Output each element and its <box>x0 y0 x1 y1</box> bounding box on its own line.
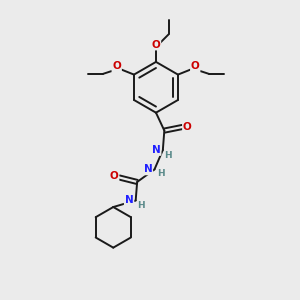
Text: N: N <box>125 196 134 206</box>
Text: H: H <box>137 201 145 210</box>
Text: H: H <box>164 151 172 160</box>
Text: O: O <box>191 61 200 71</box>
Text: O: O <box>112 61 121 71</box>
Text: N: N <box>152 145 161 155</box>
Text: O: O <box>152 40 160 50</box>
Text: O: O <box>183 122 192 132</box>
Text: H: H <box>157 169 165 178</box>
Text: O: O <box>110 171 118 181</box>
Text: N: N <box>143 164 152 174</box>
